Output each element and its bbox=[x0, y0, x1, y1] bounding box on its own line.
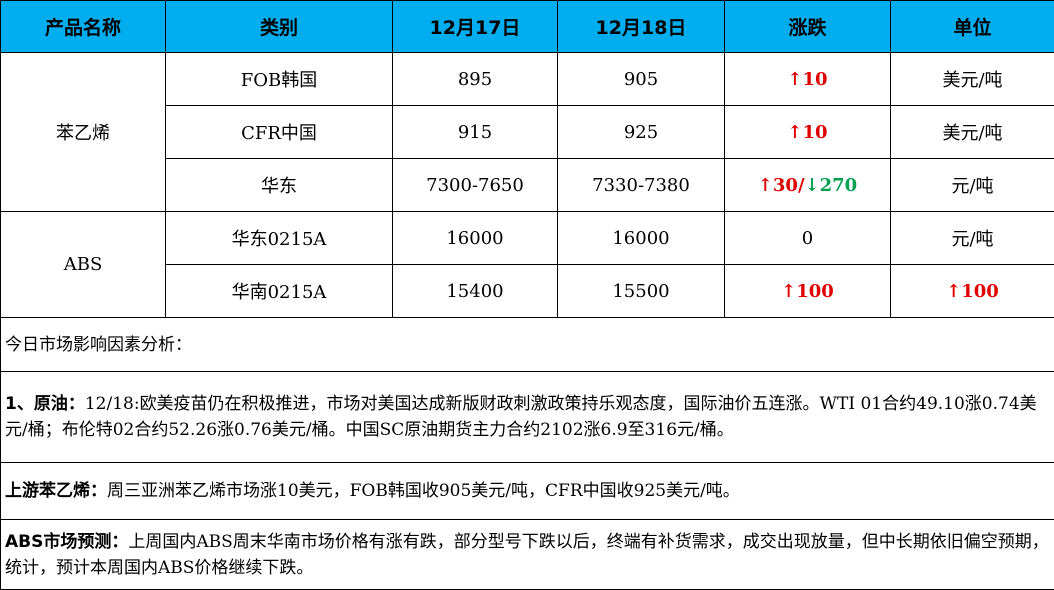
category-cell: 华南0215A bbox=[166, 265, 393, 318]
change-value: 100 bbox=[796, 281, 834, 302]
change-cell: ↑30/↓270 bbox=[725, 159, 891, 212]
change-cell: ↑100 bbox=[725, 265, 891, 318]
change-value: 30/ bbox=[773, 175, 805, 196]
arrow-up-icon: ↑ bbox=[787, 69, 802, 90]
analysis-note: 上游苯乙烯：周三亚洲苯乙烯市场涨10美元，FOB韩国收905美元/吨，CFR中国… bbox=[1, 463, 1054, 520]
category-cell: CFR中国 bbox=[166, 106, 393, 159]
arrow-up-icon: ↑ bbox=[781, 281, 796, 302]
column-header: 类别 bbox=[166, 1, 393, 53]
column-header: 12月17日 bbox=[393, 1, 558, 53]
note-label: 1、原油： bbox=[5, 394, 85, 414]
column-header: 涨跌 bbox=[725, 1, 891, 53]
change-cell: ↑10 bbox=[725, 106, 891, 159]
price-dec18: 7330-7380 bbox=[558, 159, 725, 212]
change-cell: ↑10 bbox=[725, 53, 891, 106]
arrow-up-icon: ↑ bbox=[787, 122, 802, 143]
price-dec17: 16000 bbox=[393, 212, 558, 265]
note-text: 周三亚洲苯乙烯市场涨10美元，FOB韩国收905美元/吨，CFR中国收925美元… bbox=[107, 481, 740, 501]
product-name: 苯乙烯 bbox=[1, 53, 166, 212]
price-dec17: 15400 bbox=[393, 265, 558, 318]
category-cell: FOB韩国 bbox=[166, 53, 393, 106]
unit-cell: 元/吨 bbox=[891, 212, 1054, 265]
note-text: 上周国内ABS周末华南市场价格有涨有跌，部分型号下跌以后，终端有补货需求，成交出… bbox=[5, 532, 1049, 578]
column-header: 12月18日 bbox=[558, 1, 725, 53]
arrow-up-icon: ↑ bbox=[758, 175, 773, 196]
price-dec18: 925 bbox=[558, 106, 725, 159]
price-dec18: 16000 bbox=[558, 212, 725, 265]
price-dec18: 905 bbox=[558, 53, 725, 106]
arrow-down-icon: ↓ bbox=[805, 175, 820, 196]
category-cell: 华东0215A bbox=[166, 212, 393, 265]
note-label: ABS市场预测： bbox=[5, 532, 128, 552]
analysis-note: 1、原油：12/18:欧美疫苗仍在积极推进，市场对美国达成新版财政刺激政策持乐观… bbox=[1, 372, 1054, 463]
category-cell: 华东 bbox=[166, 159, 393, 212]
note-label: 上游苯乙烯： bbox=[5, 481, 107, 501]
change-cell: 0 bbox=[725, 212, 891, 265]
column-header: 产品名称 bbox=[1, 1, 166, 53]
unit-cell: 美元/吨 bbox=[891, 106, 1054, 159]
price-dec18: 15500 bbox=[558, 265, 725, 318]
change-value: 0 bbox=[802, 228, 813, 249]
unit-cell: 美元/吨 bbox=[891, 53, 1054, 106]
product-name: ABS bbox=[1, 212, 166, 318]
price-dec17: 895 bbox=[393, 53, 558, 106]
analysis-note: ABS市场预测：上周国内ABS周末华南市场价格有涨有跌，部分型号下跌以后，终端有… bbox=[1, 520, 1054, 590]
change-value: 10 bbox=[803, 69, 828, 90]
price-dec17: 915 bbox=[393, 106, 558, 159]
note-text: 12/18:欧美疫苗仍在积极推进，市场对美国达成新版财政刺激政策持乐观态度，国际… bbox=[5, 394, 1037, 440]
column-header: 单位 bbox=[891, 1, 1054, 53]
change-value: 270 bbox=[820, 175, 858, 196]
price-dec17: 7300-7650 bbox=[393, 159, 558, 212]
analysis-title: 今日市场影响因素分析： bbox=[1, 318, 1054, 372]
unit-cell: 元/吨 bbox=[891, 159, 1054, 212]
unit-cell: ↑100 bbox=[891, 265, 1054, 318]
change-value: 10 bbox=[803, 122, 828, 143]
